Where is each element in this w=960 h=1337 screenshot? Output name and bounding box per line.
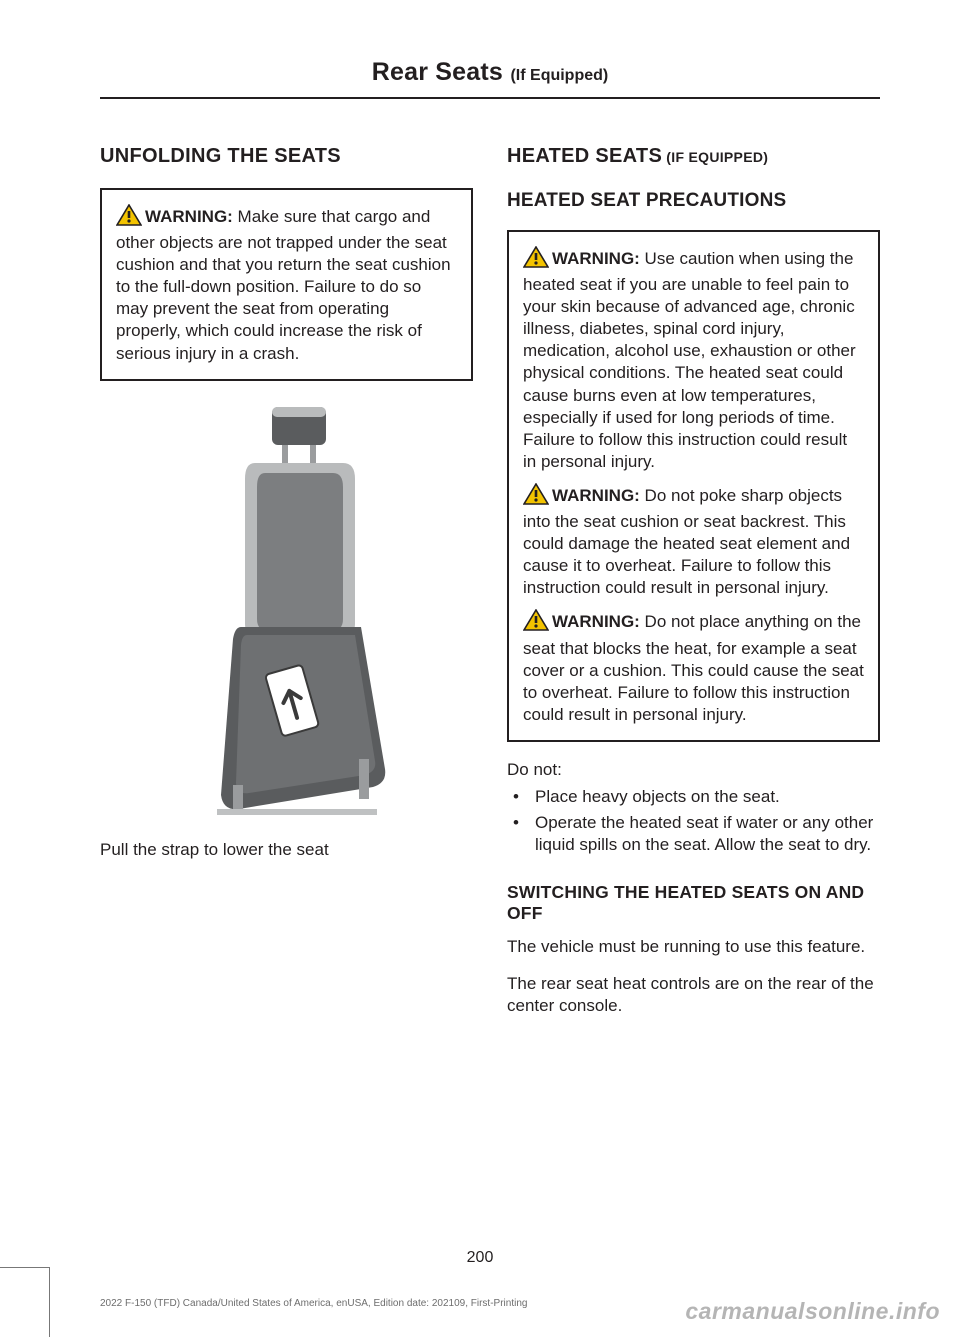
header-title: Rear Seats	[372, 58, 503, 86]
switching-heading: SWITCHING THE HEATED SEATS ON AND OFF	[507, 882, 880, 924]
right-column: HEATED SEATS (IF EQUIPPED) HEATED SEAT P…	[507, 145, 880, 1017]
precautions-heading: HEATED SEAT PRECAUTIONS	[507, 190, 880, 212]
warning-icon	[116, 204, 142, 232]
crop-mark	[0, 1267, 50, 1337]
warning-paragraph-2: WARNING: Do not poke sharp objects into …	[523, 483, 864, 599]
page-number: 200	[0, 1249, 960, 1267]
warning-text-1: Use caution when using the heated seat i…	[523, 249, 856, 471]
warning-icon	[523, 609, 549, 637]
figure-caption: Pull the strap to lower the seat	[100, 839, 473, 861]
heated-seats-heading: HEATED SEATS (IF EQUIPPED)	[507, 145, 880, 168]
watermark: carmanualsonline.info	[685, 1298, 940, 1325]
switching-p2: The rear seat heat controls are on the r…	[507, 973, 880, 1018]
header-subtitle: (If Equipped)	[510, 67, 608, 84]
columns: UNFOLDING THE SEATS WARNING: Make sure t…	[100, 145, 880, 1017]
warning-icon	[523, 246, 549, 274]
switching-p1: The vehicle must be running to use this …	[507, 936, 880, 958]
list-item: Place heavy objects on the seat.	[507, 786, 880, 808]
unfolding-seats-heading: UNFOLDING THE SEATS	[100, 145, 473, 168]
list-item: Operate the heated seat if water or any …	[507, 812, 880, 856]
warning-paragraph-1: WARNING: Use caution when using the heat…	[523, 246, 864, 473]
heated-seats-title: HEATED SEATS	[507, 145, 662, 167]
warning-paragraph-3: WARNING: Do not place anything on the se…	[523, 609, 864, 725]
left-column: UNFOLDING THE SEATS WARNING: Make sure t…	[100, 145, 473, 1017]
warning-box-unfolding: WARNING: Make sure that cargo and other …	[100, 188, 473, 381]
page-header: Rear Seats (If Equipped)	[100, 58, 880, 99]
do-not-list: Place heavy objects on the seat. Operate…	[507, 786, 880, 856]
heated-seats-sub: (IF EQUIPPED)	[662, 149, 768, 165]
warning-label: WARNING:	[552, 486, 640, 505]
warning-paragraph: WARNING: Make sure that cargo and other …	[116, 204, 457, 365]
page: Rear Seats (If Equipped) UNFOLDING THE S…	[0, 0, 960, 1017]
seat-illustration	[137, 399, 437, 819]
do-not-label: Do not:	[507, 760, 880, 780]
warning-label: WARNING:	[145, 207, 233, 226]
warning-text: Make sure that cargo and other objects a…	[116, 207, 451, 363]
warning-label: WARNING:	[552, 249, 640, 268]
footer-meta: 2022 F-150 (TFD) Canada/United States of…	[100, 1298, 527, 1309]
warning-label: WARNING:	[552, 612, 640, 631]
warning-icon	[523, 483, 549, 511]
warning-box-heated: WARNING: Use caution when using the heat…	[507, 230, 880, 742]
